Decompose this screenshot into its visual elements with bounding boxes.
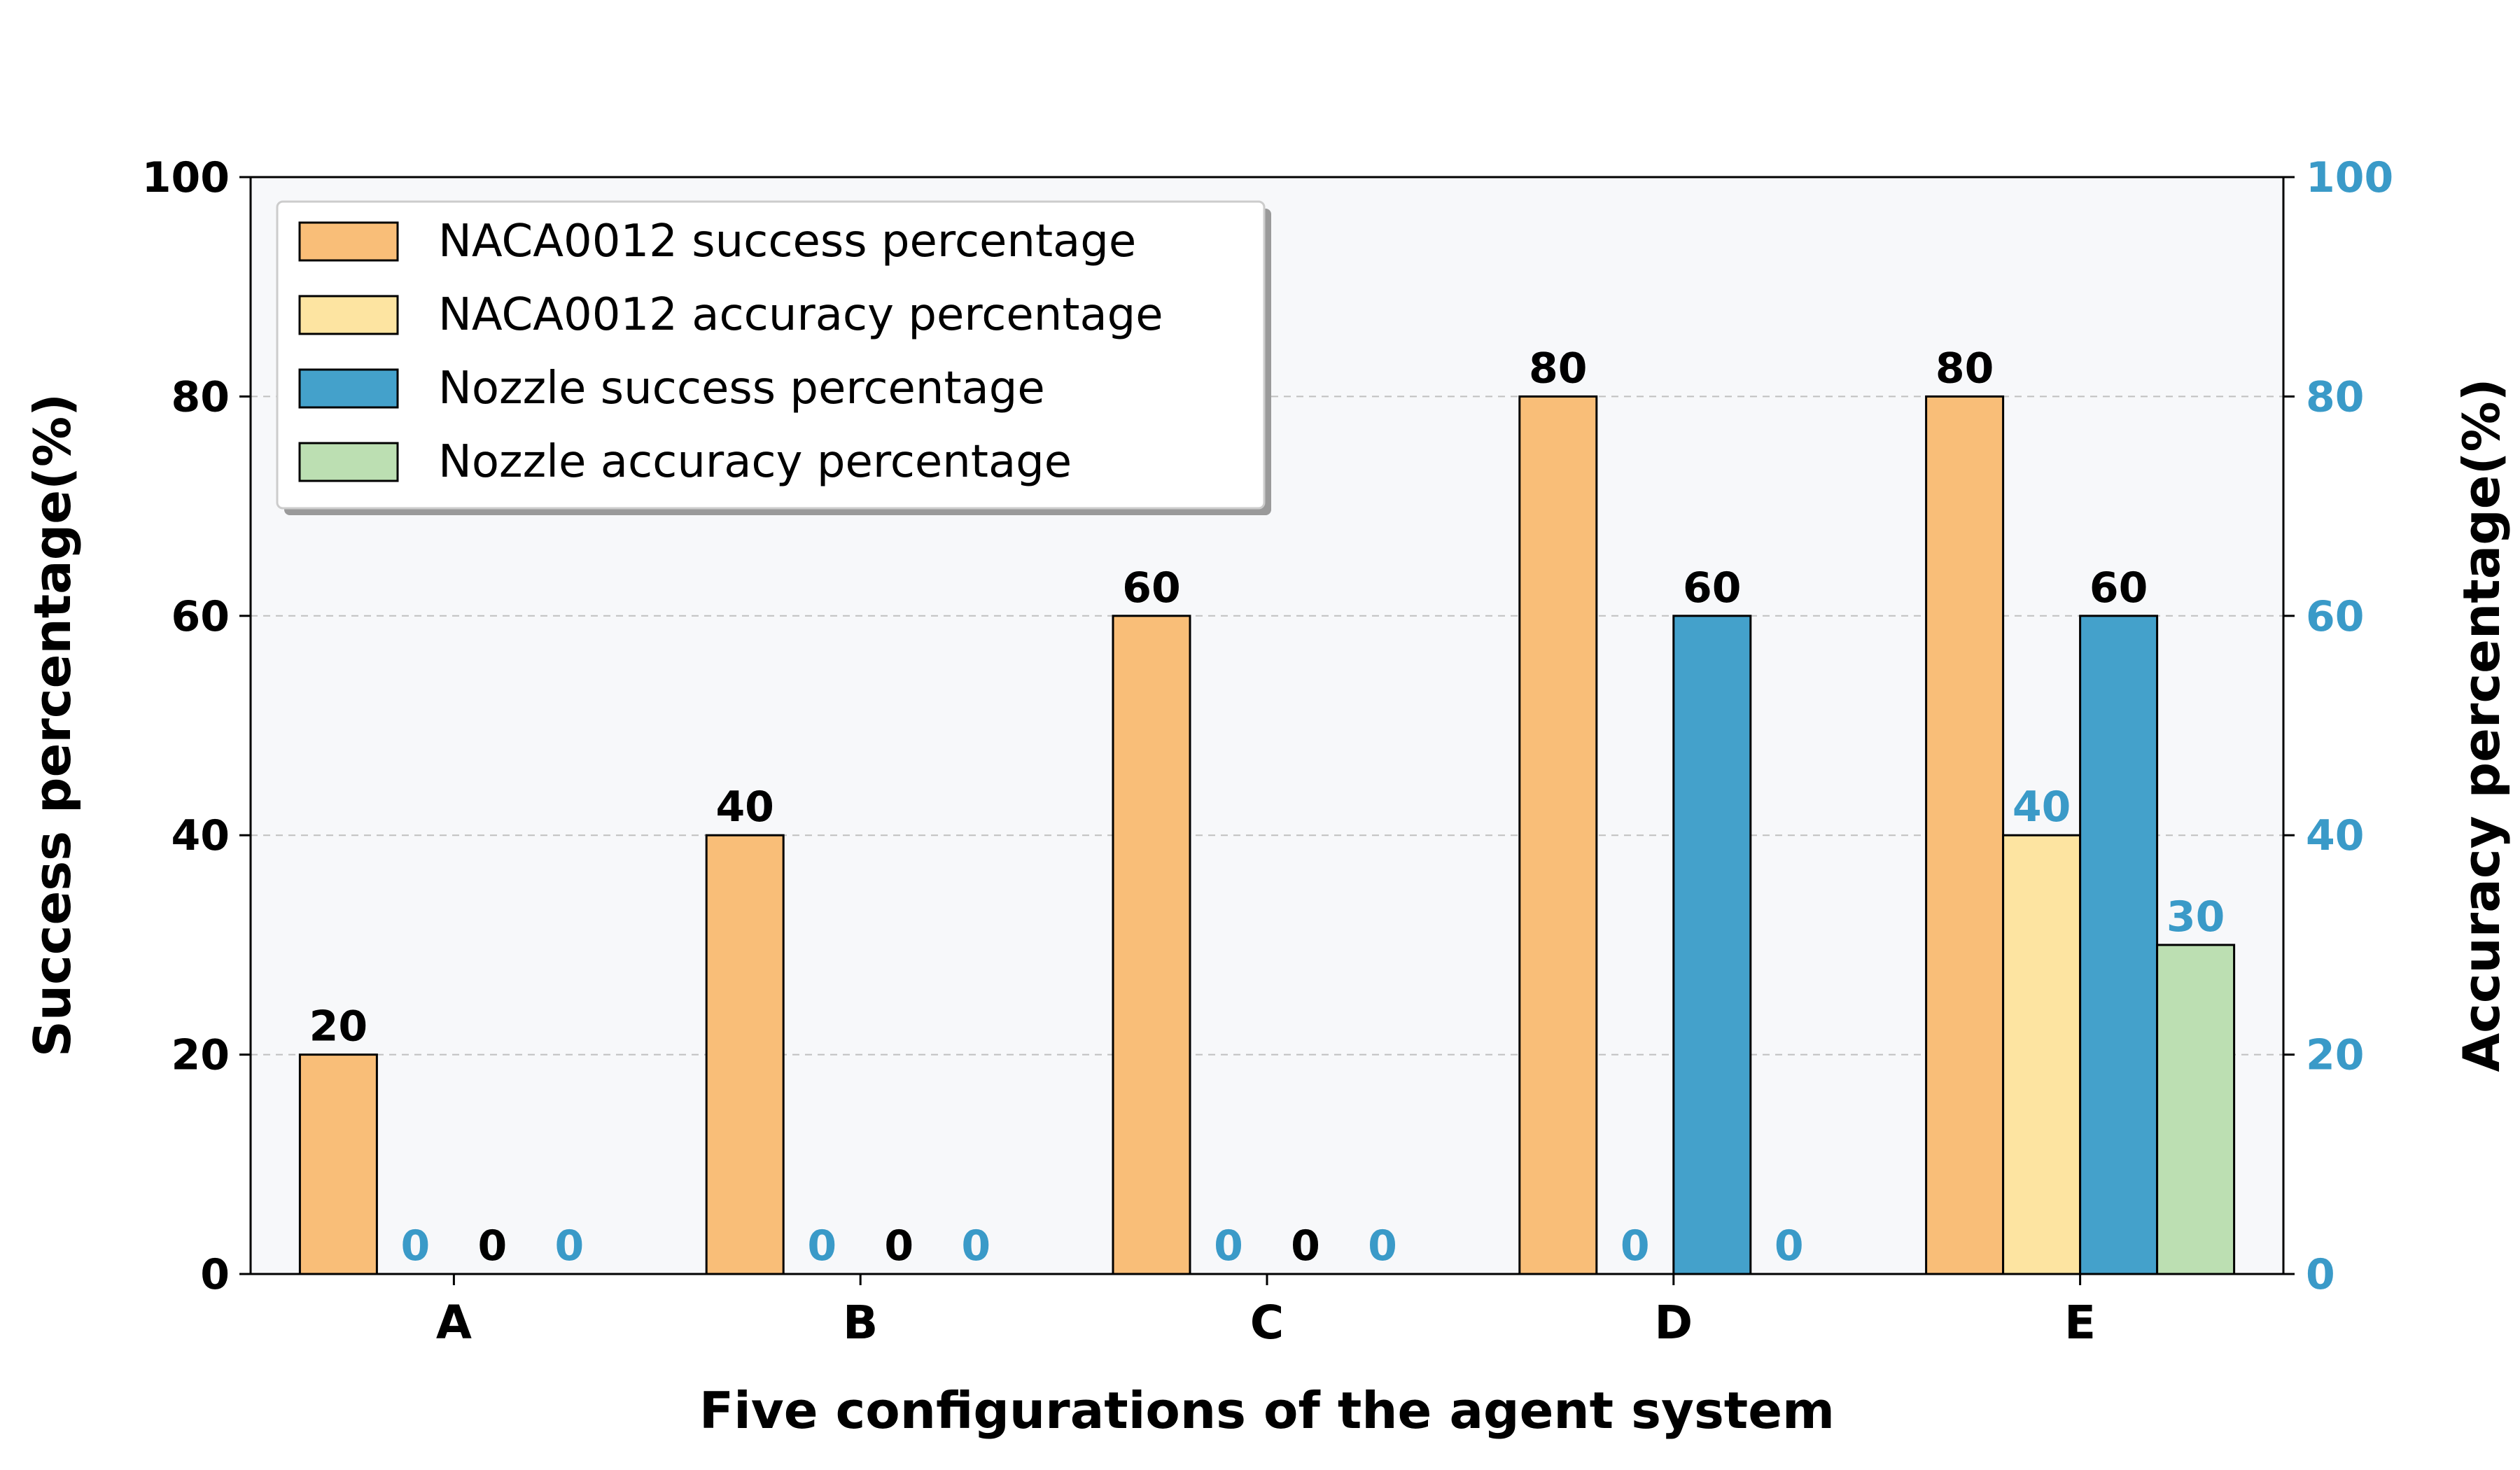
bar-value-label: 0 — [1620, 1222, 1650, 1270]
x-axis-title: Five configurations of the agent system — [699, 1381, 1835, 1440]
bar — [1925, 395, 2005, 1275]
legend-entry: NACA0012 accuracy percentage — [438, 289, 1163, 341]
legend-swatch — [298, 221, 399, 262]
y-tick-label-left: 20 — [172, 1031, 230, 1080]
y-tick-label-left: 100 — [142, 153, 230, 202]
y-axis-title-right: Accuracy percentage(%) — [2452, 378, 2511, 1072]
bar-value-label: 80 — [1529, 344, 1588, 393]
bar-value-label: 30 — [2166, 892, 2225, 941]
bar-value-label: 40 — [2012, 783, 2071, 832]
bar — [2002, 834, 2082, 1275]
bar-value-label: 40 — [715, 783, 774, 832]
bar-value-label: 0 — [1291, 1222, 1320, 1270]
bar-value-label: 0 — [884, 1222, 913, 1270]
legend-entry: Nozzle success percentage — [438, 363, 1045, 414]
y-tick-label-right: 0 — [2306, 1250, 2335, 1299]
y-tick-label-left: 80 — [172, 372, 230, 421]
bar-value-label: 0 — [807, 1222, 836, 1270]
bar-value-label: 0 — [401, 1222, 430, 1270]
x-tick-label: D — [1654, 1296, 1693, 1350]
bar-value-label: 60 — [2090, 564, 2148, 612]
y-axis-title-left: Success percentage(%) — [23, 393, 82, 1057]
y-tick-label-right: 100 — [2306, 153, 2393, 202]
legend-box — [276, 200, 1266, 510]
bar — [1672, 615, 1752, 1275]
y-tick-label-right: 40 — [2306, 811, 2365, 860]
bar — [1518, 395, 1598, 1275]
legend-swatch — [298, 295, 399, 335]
bar-value-label: 0 — [555, 1222, 584, 1270]
bar — [298, 1054, 378, 1275]
legend-entry: NACA0012 success percentage — [438, 216, 1136, 267]
legend: NACA0012 success percentage NACA0012 accu… — [276, 200, 1271, 515]
bar-value-label: 0 — [1774, 1222, 1804, 1270]
x-tick-label: B — [843, 1296, 878, 1350]
y-tick-label-right: 60 — [2306, 592, 2365, 641]
y-tick-label-left: 40 — [172, 811, 230, 860]
bar-value-label: 0 — [1214, 1222, 1243, 1270]
bar-value-label: 0 — [478, 1222, 507, 1270]
x-tick-label: E — [2064, 1296, 2096, 1350]
bar-value-label: 0 — [1368, 1222, 1397, 1270]
bar-value-label: 20 — [309, 1002, 368, 1051]
x-tick-label: C — [1250, 1296, 1284, 1350]
y-tick-label-right: 20 — [2306, 1031, 2365, 1080]
x-tick-label: A — [436, 1296, 472, 1350]
bar-value-label: 0 — [961, 1222, 990, 1270]
legend-swatch — [298, 368, 399, 409]
bar — [2156, 944, 2236, 1275]
y-tick-label-left: 60 — [172, 592, 230, 641]
legend-entry: Nozzle accuracy percentage — [438, 436, 1072, 488]
bar — [705, 834, 785, 1275]
legend-swatch — [298, 442, 399, 482]
bar — [1112, 615, 1191, 1275]
y-tick-label-right: 80 — [2306, 372, 2365, 421]
bar-value-label: 80 — [1935, 344, 1994, 393]
bars — [298, 395, 2236, 1275]
y-tick-label-left: 0 — [200, 1250, 230, 1299]
bar — [2079, 615, 2159, 1275]
bar-value-label: 60 — [1683, 564, 1742, 612]
bar-value-label: 60 — [1122, 564, 1181, 612]
